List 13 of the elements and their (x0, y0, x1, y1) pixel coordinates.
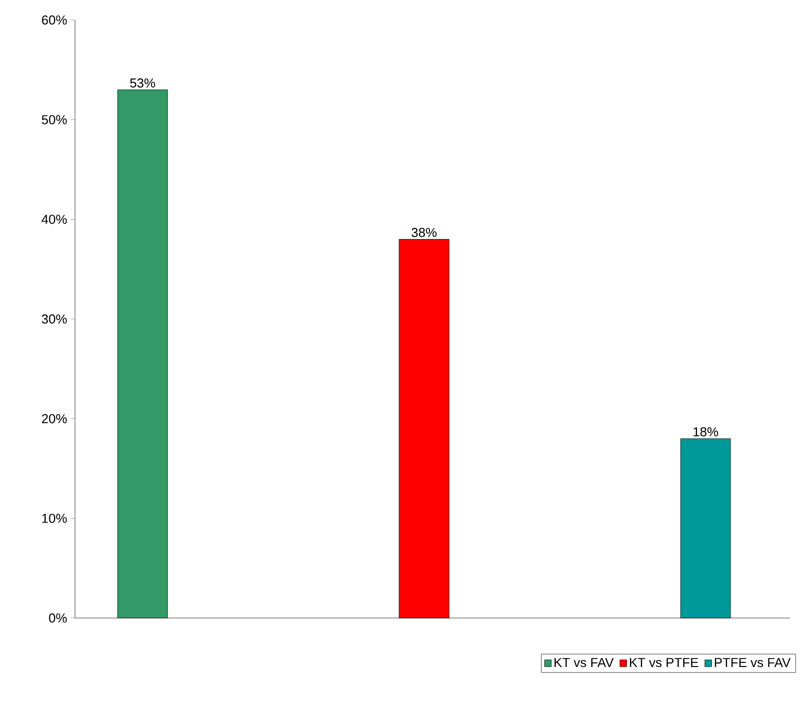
y-tick-label: 30% (42, 314, 67, 324)
y-tick-label: 10% (42, 514, 67, 523)
legend-label: KT vs PTFE (630, 658, 698, 668)
data-label: 38% (412, 228, 437, 238)
data-label: 53% (130, 78, 156, 88)
y-tick-label: 50% (42, 115, 67, 124)
data-label: 18% (694, 427, 718, 436)
legend-label: KT vs FAV (554, 658, 614, 668)
y-tick-label: 60% (42, 15, 67, 25)
y-tick-label: 40% (42, 214, 67, 224)
y-tick-label: 20% (42, 414, 67, 424)
y-tick-label: 0% (49, 613, 67, 623)
legend-label: PTFE vs FAV (714, 658, 791, 668)
